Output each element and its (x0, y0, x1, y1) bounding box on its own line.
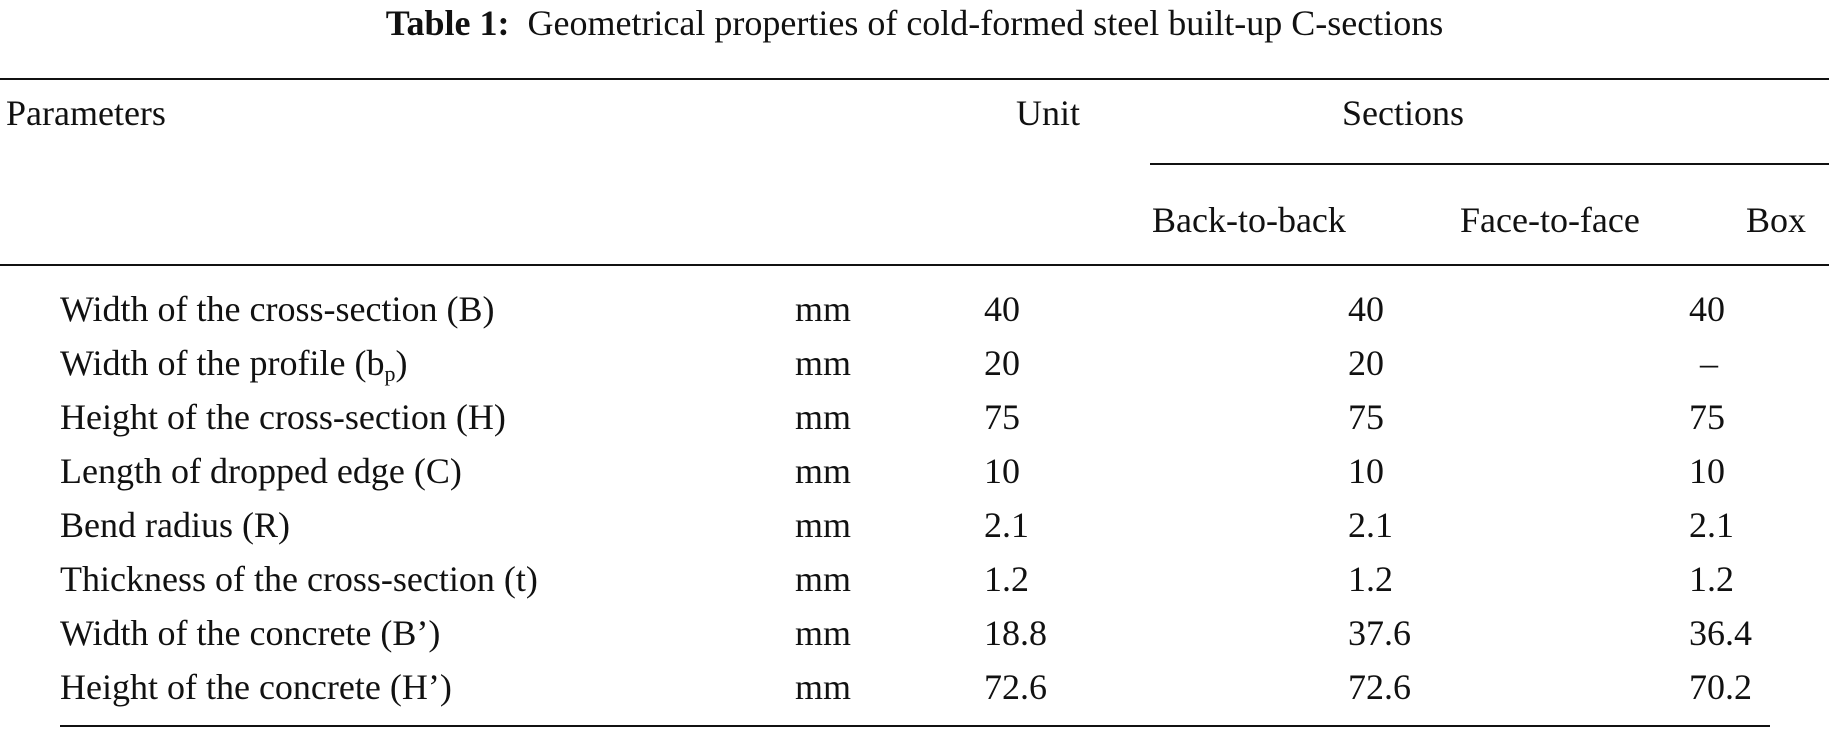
header-back-to-back: Back-to-back (1152, 200, 1346, 240)
row-face-to-face: 37.6 (1348, 613, 1411, 653)
row-unit: mm (795, 559, 852, 599)
row-back-to-back: 40 (984, 289, 1020, 329)
row-box: – (1700, 343, 1718, 383)
row-face-to-face: 40 (1348, 289, 1384, 329)
caption-label: Table 1: (385, 3, 510, 43)
row-unit: mm (795, 343, 852, 383)
header-parameters: Parameters (6, 93, 166, 133)
top-rule (0, 78, 1829, 80)
row-back-to-back: 1.2 (984, 559, 1029, 599)
row-param: Bend radius (R) (60, 505, 290, 545)
header-face-to-face: Face-to-face (1460, 200, 1640, 240)
row-param-end: ) (395, 343, 408, 383)
row-back-to-back: 75 (984, 397, 1020, 437)
row-param: Width of the cross-section (B) (60, 289, 495, 329)
row-unit: mm (795, 289, 852, 329)
row-param: Thickness of the cross-section (t) (60, 559, 538, 599)
row-param-subscript: p (384, 361, 396, 386)
row-unit: mm (795, 397, 852, 437)
row-unit: mm (795, 667, 852, 707)
row-box: 36.4 (1689, 613, 1752, 653)
table-caption: Table 1: Geometrical properties of cold-… (0, 0, 1829, 50)
row-box: 2.1 (1689, 505, 1734, 545)
row-face-to-face: 20 (1348, 343, 1384, 383)
row-box: 70.2 (1689, 667, 1752, 707)
row-param: Width of the profile (bp) (60, 341, 407, 396)
row-face-to-face: 10 (1348, 451, 1384, 491)
row-face-to-face: 72.6 (1348, 667, 1411, 707)
header-sections: Sections (1342, 93, 1464, 133)
row-face-to-face: 75 (1348, 397, 1384, 437)
row-box: 75 (1689, 397, 1725, 437)
caption-text: Geometrical properties of cold-formed st… (527, 3, 1444, 43)
row-back-to-back: 72.6 (984, 667, 1047, 707)
row-param: Width of the concrete (B’) (60, 613, 441, 653)
header-box: Box (1746, 200, 1807, 240)
row-back-to-back: 20 (984, 343, 1020, 383)
row-param: Height of the cross-section (H) (60, 397, 506, 437)
row-unit: mm (795, 505, 852, 545)
row-param-main: Width of the profile (b (60, 343, 385, 383)
row-unit: mm (795, 451, 852, 491)
header-rule (0, 264, 1829, 266)
row-param: Length of dropped edge (C) (60, 451, 462, 491)
row-back-to-back: 2.1 (984, 505, 1029, 545)
row-face-to-face: 2.1 (1348, 505, 1393, 545)
bottom-rule (60, 725, 1770, 727)
row-face-to-face: 1.2 (1348, 559, 1393, 599)
row-back-to-back: 18.8 (984, 613, 1047, 653)
row-box: 1.2 (1689, 559, 1734, 599)
row-box: 10 (1689, 451, 1725, 491)
header-unit: Unit (1016, 93, 1081, 133)
row-unit: mm (795, 613, 852, 653)
sections-rule (1150, 163, 1829, 165)
row-box: 40 (1689, 289, 1725, 329)
row-param: Height of the concrete (H’) (60, 667, 452, 707)
row-back-to-back: 10 (984, 451, 1020, 491)
